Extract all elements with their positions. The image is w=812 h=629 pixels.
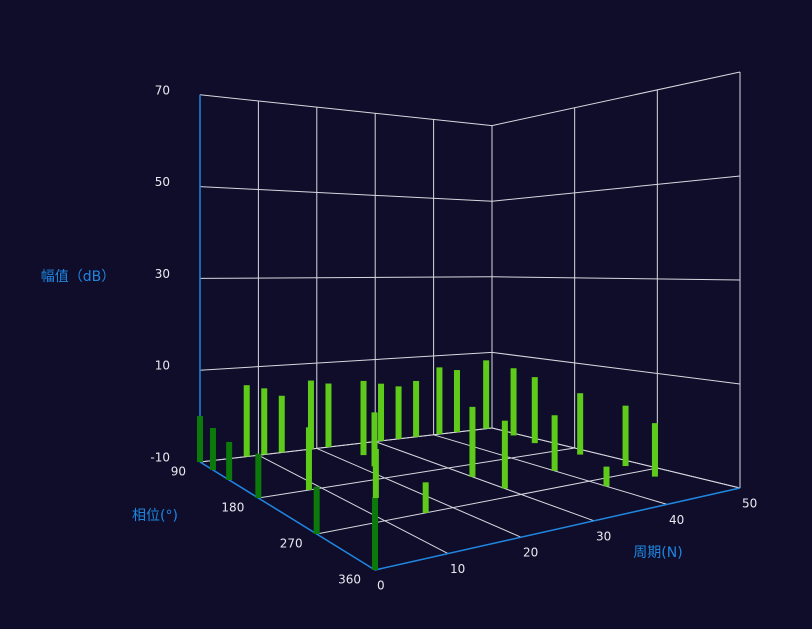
z-tick-label: -10: [150, 451, 170, 465]
bar: [422, 482, 429, 513]
bar: [378, 383, 385, 441]
bar: [501, 420, 508, 489]
bar: [261, 388, 268, 455]
grid-line: [491, 276, 741, 281]
bar: [453, 370, 460, 433]
bar: [313, 486, 320, 534]
x-tick-label: 180: [221, 501, 244, 515]
z-tick-label: 30: [155, 267, 170, 281]
bar: [622, 405, 629, 467]
grid-line: [199, 186, 493, 202]
bar: [371, 412, 378, 467]
z-tick-label: 70: [155, 83, 170, 97]
bar: [469, 406, 476, 477]
y-tick-label: 0: [377, 579, 385, 593]
bar: [307, 380, 314, 450]
bar: [551, 415, 558, 471]
grid-line: [316, 447, 522, 538]
x-axis-label: 相位(°): [132, 508, 178, 524]
x-tick-label: 360: [338, 573, 361, 587]
z-axis-label: 幅值（dB）: [41, 269, 116, 285]
bar: [395, 386, 402, 439]
y-tick-label: 50: [742, 497, 757, 511]
bar: [278, 395, 285, 453]
grid-line: [375, 441, 595, 522]
grid-line: [199, 351, 493, 371]
grid-line: [199, 94, 493, 127]
bar: [603, 466, 610, 487]
bar: [372, 497, 378, 570]
bar: [372, 448, 379, 499]
bar: [360, 394, 367, 456]
z-tick-label: 10: [155, 359, 170, 373]
bar: [197, 416, 203, 462]
bar: [531, 377, 538, 444]
bar: [436, 367, 443, 435]
bar: [325, 383, 332, 448]
z-tick-label: 50: [155, 175, 170, 189]
grid-line: [258, 454, 449, 555]
bar: [226, 441, 233, 480]
bar: [651, 423, 658, 477]
x-tick-label: 270: [280, 537, 303, 551]
bar: [510, 368, 517, 436]
y-tick-label: 40: [669, 513, 684, 527]
bar: [577, 393, 584, 455]
grid-line: [199, 276, 493, 279]
bar: [209, 428, 216, 470]
grid-line: [491, 351, 741, 385]
x-tick-label: 90: [171, 465, 186, 479]
bar: [483, 360, 490, 429]
grid-line: [491, 71, 741, 127]
bar: [255, 453, 262, 498]
y-tick-label: 30: [596, 529, 611, 543]
bar: [413, 380, 420, 437]
y-tick-label: 10: [450, 562, 465, 576]
grid-line: [491, 175, 741, 202]
y-axis-label: 周期(N): [633, 545, 682, 561]
y-axis: [374, 487, 741, 571]
y-tick-label: 20: [523, 546, 538, 560]
bar: [243, 385, 250, 457]
bar: [305, 427, 312, 490]
